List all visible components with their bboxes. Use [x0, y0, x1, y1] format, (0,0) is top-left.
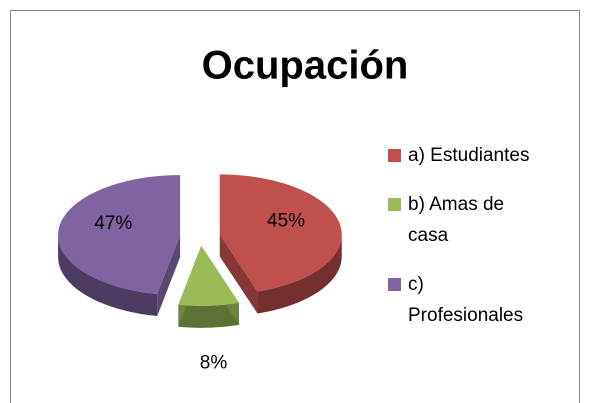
slice-side	[257, 234, 342, 314]
chart-frame	[10, 10, 580, 403]
legend-item: b) Amas de casa	[388, 189, 538, 251]
legend-label: b) Amas de casa	[408, 194, 505, 246]
pie	[58, 174, 342, 328]
data-label: 47%	[94, 213, 132, 234]
slice	[219, 174, 342, 314]
data-label: 45%	[267, 210, 305, 231]
legend-item: a) Estudiantes	[388, 140, 588, 171]
legend: a) Estudiantes b) Amas de casa c) Profesio…	[388, 140, 588, 349]
slice-top	[178, 245, 239, 306]
legend-swatch	[388, 278, 401, 291]
slice	[58, 175, 181, 317]
data-label: 8%	[200, 353, 228, 374]
legend-item: c) Profesionales	[388, 269, 538, 331]
legend-swatch	[388, 149, 401, 162]
slice-wall	[219, 234, 258, 314]
legend-label: c) Profesionales	[408, 274, 524, 326]
slice	[178, 245, 239, 328]
legend-swatch	[388, 198, 401, 211]
slice-side	[178, 302, 239, 328]
slice-top	[219, 174, 342, 292]
slice-side	[58, 235, 158, 317]
legend-label: a) Estudiantes	[408, 145, 530, 166]
slice-wall	[157, 235, 181, 317]
chart-title: Ocupación	[202, 44, 409, 88]
slice-top	[58, 175, 181, 295]
